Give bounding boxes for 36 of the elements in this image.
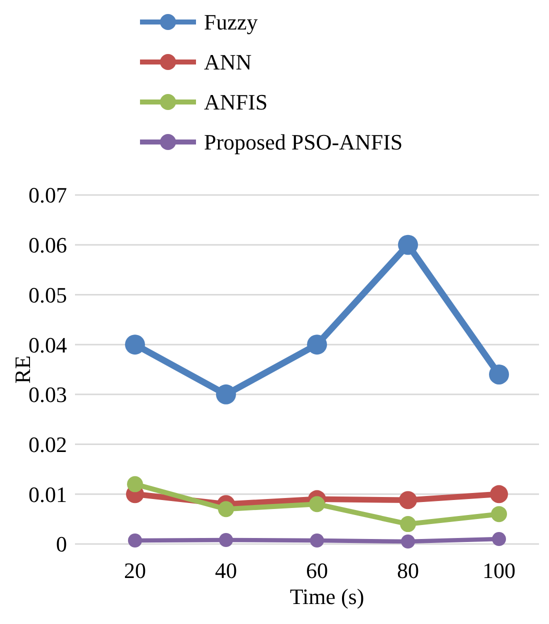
legend-label: Proposed PSO-ANFIS	[204, 130, 403, 155]
y-tick-label: 0.03	[28, 382, 67, 408]
point	[309, 496, 325, 512]
point	[127, 476, 143, 492]
y-tick-label: 0.05	[28, 282, 67, 308]
legend-label: Fuzzy	[204, 10, 258, 35]
point	[128, 534, 142, 548]
x-axis-title: Time (s)	[290, 584, 364, 609]
x-tick-label: 20	[124, 558, 146, 583]
y-tick-label: 0.02	[28, 432, 67, 457]
point	[489, 364, 509, 384]
point	[401, 534, 415, 549]
y-tick-label: 0.06	[28, 232, 67, 258]
y-axis-title: RE	[10, 355, 35, 384]
y-tick-label: 0	[56, 532, 67, 557]
x-tick-label: 60	[306, 558, 328, 583]
x-tick-label: 80	[397, 558, 419, 583]
point	[310, 534, 324, 548]
point	[125, 334, 145, 355]
point	[218, 501, 234, 518]
y-tick-label: 0.07	[28, 182, 67, 208]
legend-label: ANFIS	[204, 90, 268, 115]
point	[398, 234, 418, 255]
y-tick-label: 0.01	[28, 482, 67, 507]
point	[399, 491, 417, 510]
legend-label: ANN	[204, 50, 252, 75]
y-tick-label: 0.04	[28, 332, 67, 358]
point	[400, 516, 416, 532]
x-tick-label: 100	[482, 558, 516, 583]
point	[492, 532, 506, 546]
point	[216, 384, 236, 404]
point	[490, 485, 508, 504]
point	[307, 334, 327, 355]
point	[491, 506, 507, 522]
x-tick-label: 40	[215, 558, 237, 583]
point	[219, 533, 233, 548]
